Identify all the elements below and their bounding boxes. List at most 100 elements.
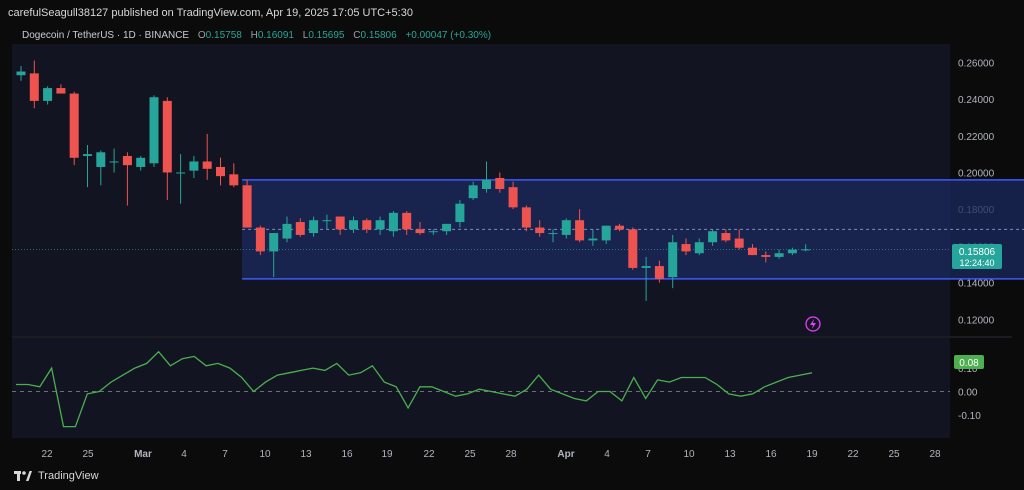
candle (774, 249, 784, 259)
candle-body (482, 179, 491, 189)
close-label: C (353, 30, 361, 41)
candle (83, 144, 92, 188)
cmf-tick-label: 0.10 (958, 364, 978, 375)
price-tag-countdown: 12:24:40 (959, 258, 994, 268)
candle (176, 154, 186, 204)
candle-body (83, 154, 92, 156)
x-tick-label: 19 (806, 449, 818, 460)
candle-body (615, 225, 624, 230)
candle (322, 214, 332, 230)
cmf-tick-label: 0.00 (958, 388, 978, 399)
high-label: H (250, 30, 258, 41)
candle (668, 234, 678, 289)
candle (801, 244, 811, 252)
x-tick-label: 4 (604, 449, 610, 460)
candle-body (455, 203, 465, 223)
candle (402, 211, 412, 235)
candle (615, 223, 624, 232)
candle (681, 238, 691, 256)
price-tick-label: 0.26000 (958, 58, 995, 69)
candle-body (375, 220, 385, 230)
candle (628, 227, 638, 270)
candle-body (641, 266, 651, 268)
candle-body (787, 249, 797, 254)
candle (442, 223, 452, 235)
candle-body (162, 100, 172, 173)
candle (96, 150, 106, 186)
candle-body (521, 207, 531, 228)
x-tick-label: 25 (888, 449, 900, 460)
candle (787, 247, 797, 256)
cmf-tick-label: -0.10 (958, 411, 981, 422)
candle-body (202, 161, 212, 169)
candle-body (748, 247, 757, 256)
x-tick-label: Mar (134, 449, 152, 460)
candle (761, 251, 771, 263)
candle-body (56, 88, 66, 94)
candle (601, 225, 611, 245)
x-tick-label: 22 (423, 449, 435, 460)
candle-body (575, 220, 585, 241)
candle (269, 233, 279, 278)
cmf-series-line (16, 350, 813, 428)
candle (282, 216, 292, 243)
candle-body (216, 166, 225, 177)
candle (56, 84, 66, 94)
cmf-tag-value: 0.08 (959, 358, 979, 369)
candle-body (16, 71, 26, 76)
candle-body (322, 220, 332, 222)
x-tick-label: 19 (381, 449, 393, 460)
candle-body (628, 229, 638, 268)
x-tick-label: 28 (929, 449, 941, 460)
candle (242, 179, 252, 228)
x-tick-label: 28 (505, 449, 517, 460)
low-value: 0.15695 (308, 30, 345, 41)
x-tick-label: 16 (765, 449, 777, 460)
cmf-legend: CMF (20) 0.08 (22, 341, 88, 352)
candle (654, 260, 664, 283)
x-tick-label: 22 (41, 449, 53, 460)
symbol-title: Dogecoin / TetherUS · 1D · BINANCE (22, 30, 190, 41)
price-tick-label: 0.12000 (958, 315, 995, 326)
candle (136, 155, 146, 171)
candle-body (282, 223, 292, 239)
cmf-tag: 0.08 (954, 355, 984, 369)
change-value: +0.00047 (+0.30%) (405, 30, 492, 41)
candle-body (535, 227, 545, 234)
candle-body (561, 220, 571, 235)
candle (482, 161, 491, 193)
footer-brand: TradingView (14, 470, 99, 482)
range-box-fill (242, 179, 1024, 279)
price-tick-label: 0.22000 (958, 132, 995, 143)
candle (309, 216, 319, 237)
candle-body (295, 222, 305, 235)
lightning-icon[interactable] (805, 316, 821, 332)
price-tick-label: 0.16000 (958, 242, 995, 253)
candle (29, 60, 39, 109)
candle-body (801, 249, 811, 251)
candle-body (668, 242, 678, 278)
candle-body (708, 231, 718, 243)
candle (721, 229, 731, 243)
candle (216, 157, 225, 186)
symbol-legend: Dogecoin / TetherUS · 1D · BINANCE O0.15… (22, 30, 491, 41)
candle (561, 218, 571, 239)
candle (495, 172, 505, 193)
cmf-tag-box (954, 355, 984, 369)
candle (16, 66, 26, 81)
x-tick-label: 10 (683, 449, 695, 460)
candle (109, 148, 119, 173)
price-tick-label: 0.14000 (958, 279, 995, 290)
candle-body (761, 255, 771, 257)
close-value: 0.15806 (360, 30, 397, 41)
candle (255, 225, 265, 256)
price-tag: 0.15806 12:24:40 (952, 244, 1002, 269)
candle (43, 86, 53, 105)
x-tick-label: 16 (341, 449, 353, 460)
x-tick-label: 4 (181, 449, 187, 460)
candle-body (43, 88, 53, 101)
high-value: 0.16091 (257, 30, 294, 41)
candle-body (96, 152, 106, 167)
candle (708, 229, 718, 246)
